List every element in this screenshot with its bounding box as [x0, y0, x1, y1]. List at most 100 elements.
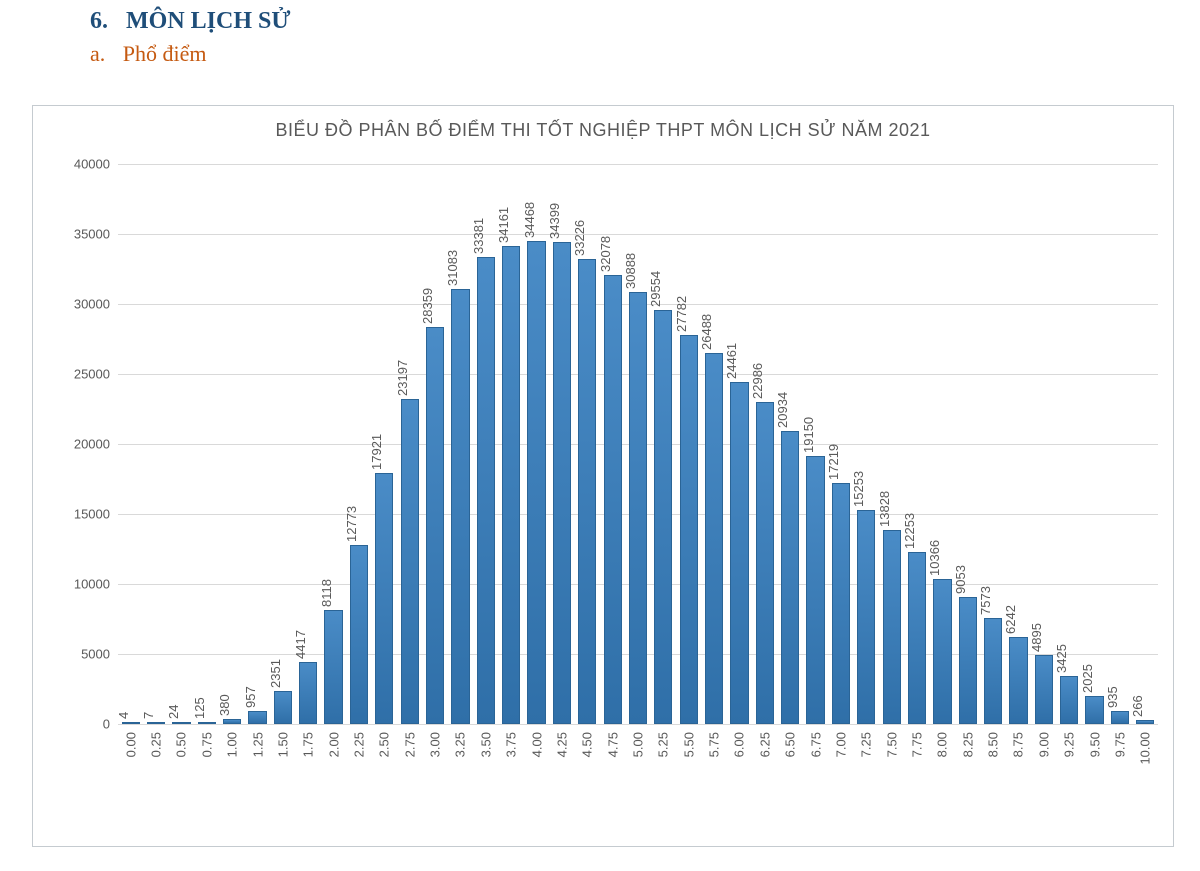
y-tick-label: 5000 — [81, 647, 118, 662]
section-heading: 6. MÔN LỊCH SỬ — [90, 8, 290, 35]
bar-value-label: 26488 — [699, 314, 714, 350]
bar: 4417 — [299, 662, 317, 724]
x-tick-label: 3.75 — [504, 732, 519, 757]
x-tick-label: 0.25 — [149, 732, 164, 757]
subsection-heading: a. Phổ điểm — [90, 41, 290, 67]
bar: 8118 — [324, 610, 342, 724]
x-tick-label: 1.25 — [250, 732, 265, 757]
x-tick-label: 2.25 — [351, 732, 366, 757]
bar-value-label: 9053 — [953, 565, 968, 594]
x-tick-label: 2.75 — [402, 732, 417, 757]
x-tick-label: 9.75 — [1112, 732, 1127, 757]
x-tick-label: 3.50 — [478, 732, 493, 757]
bar-value-label: 29554 — [648, 271, 663, 307]
bar: 30888 — [629, 292, 647, 724]
x-tick-label: 4.25 — [554, 732, 569, 757]
bar-value-label: 8118 — [319, 579, 334, 607]
bar-value-label: 4895 — [1029, 624, 1044, 653]
x-axis-labels: 0.000.250.500.751.001.251.501.752.002.25… — [118, 732, 1158, 832]
bar-value-label: 380 — [217, 694, 232, 716]
bar: 34468 — [527, 241, 545, 724]
x-tick-label: 1.00 — [225, 732, 240, 757]
bar-value-label: 24 — [166, 705, 181, 719]
x-tick-label: 3.00 — [428, 732, 443, 757]
x-tick-label: 0.75 — [199, 732, 214, 757]
bar-value-label: 13828 — [877, 491, 892, 527]
x-tick-label: 6.75 — [808, 732, 823, 757]
y-tick-label: 15000 — [74, 507, 118, 522]
x-tick-label: 8.25 — [960, 732, 975, 757]
subsection-title: Phổ điểm — [123, 41, 207, 66]
bar-value-label: 24461 — [724, 342, 739, 378]
bar: 22986 — [756, 402, 774, 724]
bar-value-label: 17921 — [369, 434, 384, 470]
bar-value-label: 20934 — [775, 392, 790, 428]
bar: 6242 — [1009, 637, 1027, 724]
bar: 34399 — [553, 242, 571, 724]
x-tick-label: 5.50 — [681, 732, 696, 757]
bar: 13828 — [883, 530, 901, 724]
bar-value-label: 19150 — [801, 417, 816, 453]
bar-value-label: 12773 — [344, 506, 359, 542]
x-tick-label: 7.75 — [910, 732, 925, 757]
bar: 9053 — [959, 597, 977, 724]
gridline — [118, 164, 1158, 165]
bar: 26488 — [705, 353, 723, 724]
x-tick-label: 7.00 — [833, 732, 848, 757]
bar: 3425 — [1060, 676, 1078, 724]
y-tick-label: 30000 — [74, 297, 118, 312]
bar-value-label: 34161 — [496, 207, 511, 243]
x-tick-label: 9.00 — [1036, 732, 1051, 757]
gridline — [118, 234, 1158, 235]
bar-value-label: 2025 — [1080, 664, 1095, 693]
bar: 27782 — [680, 335, 698, 724]
bar: 2025 — [1085, 696, 1103, 724]
bar-value-label: 6242 — [1003, 605, 1018, 634]
section-title: MÔN LỊCH SỬ — [126, 8, 290, 34]
bar: 32078 — [604, 275, 622, 724]
bar-value-label: 10366 — [927, 540, 942, 576]
x-tick-label: 4.00 — [529, 732, 544, 757]
x-tick-label: 5.25 — [656, 732, 671, 757]
x-tick-label: 5.75 — [707, 732, 722, 757]
bar: 23197 — [401, 399, 419, 724]
bar-value-label: 266 — [1130, 696, 1145, 718]
x-tick-label: 8.75 — [1011, 732, 1026, 757]
bar-value-label: 27782 — [674, 296, 689, 332]
bar-value-label: 4417 — [293, 630, 308, 659]
section-number: 6. — [90, 8, 108, 34]
bar: 20934 — [781, 431, 799, 724]
x-tick-label: 6.50 — [783, 732, 798, 757]
x-tick-label: 6.25 — [757, 732, 772, 757]
bar: 7573 — [984, 618, 1002, 724]
bar-value-label: 23197 — [395, 360, 410, 396]
bar: 7 — [147, 722, 165, 724]
bar-value-label: 22986 — [750, 363, 765, 399]
x-tick-label: 0.50 — [174, 732, 189, 757]
x-tick-label: 7.50 — [884, 732, 899, 757]
bar: 33226 — [578, 259, 596, 724]
y-tick-label: 35000 — [74, 227, 118, 242]
x-tick-label: 4.75 — [605, 732, 620, 757]
page: 6. MÔN LỊCH SỬ a. Phổ điểm BIỂU ĐỒ PHÂN … — [0, 0, 1200, 871]
x-tick-label: 5.00 — [631, 732, 646, 757]
bar-value-label: 957 — [243, 686, 258, 708]
headings: 6. MÔN LỊCH SỬ a. Phổ điểm — [90, 8, 290, 67]
x-tick-label: 8.50 — [986, 732, 1001, 757]
bar-value-label: 3425 — [1054, 644, 1069, 673]
y-tick-label: 40000 — [74, 157, 118, 172]
subsection-number: a. — [90, 41, 105, 66]
x-tick-label: 0.00 — [123, 732, 138, 757]
bar-value-label: 33381 — [471, 218, 486, 254]
bar-value-label: 34468 — [522, 202, 537, 238]
x-tick-label: 2.00 — [326, 732, 341, 757]
bar: 24 — [172, 722, 190, 724]
chart-plot-area: 0500010000150002000025000300003500040000… — [118, 164, 1158, 724]
bar: 24461 — [730, 382, 748, 724]
bar: 957 — [248, 711, 266, 724]
bar: 17219 — [832, 483, 850, 724]
bar: 31083 — [451, 289, 469, 724]
x-tick-label: 1.50 — [275, 732, 290, 757]
bar-value-label: 12253 — [902, 513, 917, 549]
bar-value-label: 7 — [141, 712, 156, 719]
